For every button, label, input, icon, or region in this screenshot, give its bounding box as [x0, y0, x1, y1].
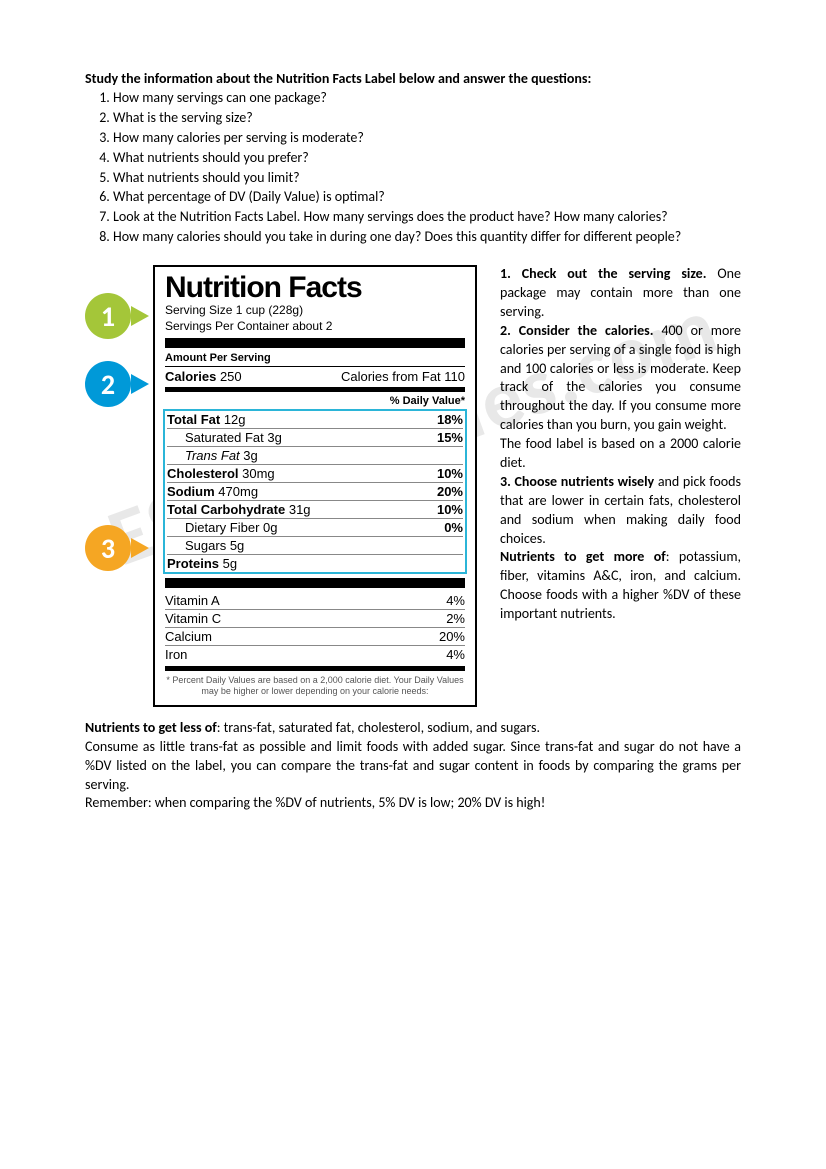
divider-icon	[165, 578, 465, 588]
nf-vitamin-name: Calcium	[165, 629, 212, 644]
nf-row-pct: 15%	[437, 430, 463, 445]
nf-calories-from-fat: Calories from Fat 110	[341, 369, 465, 384]
nf-amount-per-serving: Amount Per Serving	[165, 352, 465, 364]
nf-row-name: Proteins	[167, 556, 219, 571]
nf-title: Nutrition Facts	[165, 273, 465, 303]
nf-vitamin-pct: 4%	[446, 593, 465, 608]
nf-serving-size: Serving Size 1 cup (228g)	[165, 303, 465, 319]
nutrients-box: Total Fat 12g18% Saturated Fat 3g15% Tra…	[163, 409, 467, 574]
side-text-2b: The food label is based on a 2000 calori…	[500, 435, 741, 473]
badge-2: 2	[85, 361, 131, 407]
side-explanations: 1. Check out the serving size. One packa…	[500, 265, 741, 624]
arrow-2-icon	[131, 374, 149, 394]
nf-vitamin-pct: 20%	[439, 629, 465, 644]
nf-row-name: Trans Fat	[185, 448, 240, 463]
nutrition-facts-panel: Nutrition Facts Serving Size 1 cup (228g…	[153, 265, 477, 707]
question-3: How many calories per serving is moderat…	[113, 129, 741, 148]
side-heading-2: 2. Consider the calories.	[500, 322, 653, 339]
side-heading-1: 1. Check out the serving size.	[500, 265, 706, 282]
question-4: What nutrients should you prefer?	[113, 149, 741, 168]
nf-row-name: Dietary Fiber	[185, 520, 259, 535]
nf-vitamin-pct: 2%	[446, 611, 465, 626]
nf-row-pct: 10%	[437, 502, 463, 517]
nf-dv-header: % Daily Value*	[165, 395, 465, 407]
nf-footnote: * Percent Daily Values are based on a 2,…	[165, 675, 465, 697]
badge-1: 1	[85, 293, 131, 339]
nf-row-pct: 18%	[437, 412, 463, 427]
question-2: What is the serving size?	[113, 109, 741, 128]
nf-row-name: Cholesterol	[167, 466, 239, 481]
bottom-text-2: Consume as little trans-fat as possible …	[85, 738, 741, 795]
nf-row-pct: 20%	[437, 484, 463, 499]
side-heading-4: Nutrients to get more of	[500, 548, 666, 565]
arrow-1-icon	[131, 306, 149, 326]
bottom-heading-1: Nutrients to get less of	[85, 719, 217, 736]
nutrition-label-area: 1 2 3 Nutrition Facts Serving Size 1 cup…	[85, 265, 485, 707]
nf-row-name: Sodium	[167, 484, 215, 499]
badge-3: 3	[85, 525, 131, 571]
divider-icon	[165, 338, 465, 348]
nf-vitamin-name: Iron	[165, 647, 187, 662]
nf-row-name: Total Carbohydrate	[167, 502, 285, 517]
nf-vitamin-pct: 4%	[446, 647, 465, 662]
nf-row-pct: 0%	[444, 520, 463, 535]
arrow-3-icon	[131, 538, 149, 558]
nf-servings-per: Servings Per Container about 2	[165, 319, 465, 335]
question-list: How many servings can one package? What …	[85, 89, 741, 247]
question-5: What nutrients should you limit?	[113, 169, 741, 188]
side-heading-3: 3. Choose nutrients wisely	[500, 473, 654, 490]
question-1: How many servings can one package?	[113, 89, 741, 108]
nf-calories: Calories 250	[165, 369, 242, 384]
nf-row-pct: 10%	[437, 466, 463, 481]
nf-vitamin-name: Vitamin C	[165, 611, 221, 626]
question-7: Look at the Nutrition Facts Label. How m…	[113, 208, 741, 227]
nf-row-name: Total Fat	[167, 412, 220, 427]
nf-row-name: Sugars	[185, 538, 226, 553]
bottom-text: Nutrients to get less of: trans-fat, sat…	[85, 719, 741, 813]
intro-heading: Study the information about the Nutritio…	[85, 70, 741, 87]
divider-icon	[165, 387, 465, 392]
divider-icon	[165, 666, 465, 671]
bottom-text-3: Remember: when comparing the %DV of nutr…	[85, 794, 741, 813]
divider-icon	[165, 366, 465, 367]
nf-vitamin-name: Vitamin A	[165, 593, 220, 608]
question-8: How many calories should you take in dur…	[113, 228, 741, 247]
nf-row-name: Saturated Fat	[185, 430, 264, 445]
question-6: What percentage of DV (Daily Value) is o…	[113, 188, 741, 207]
